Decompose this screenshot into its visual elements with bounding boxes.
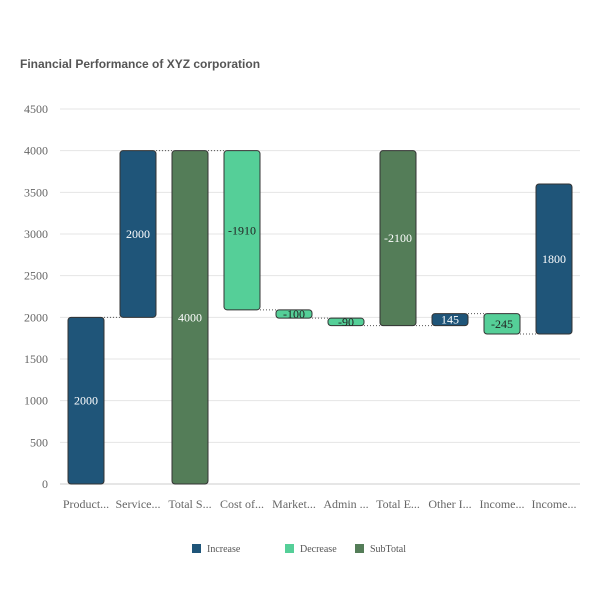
legend-label: Increase: [207, 544, 241, 555]
y-tick-label: 2000: [24, 310, 48, 324]
bar-decrease: [483, 313, 521, 335]
x-tick-label: Service...: [116, 497, 161, 511]
data-label: -90: [338, 315, 354, 329]
x-tick-label: Income...: [532, 497, 577, 511]
bar-decrease: [327, 317, 365, 327]
bar-subtotal: [379, 150, 417, 327]
legend-label: SubTotal: [370, 544, 406, 555]
y-tick-label: 4000: [24, 144, 48, 158]
x-tick-label: Product...: [63, 497, 109, 511]
bar-increase: [67, 316, 105, 485]
x-tick-label: Total S...: [168, 497, 211, 511]
bar-subtotal: [171, 150, 209, 485]
bar-increase: [119, 150, 157, 318]
data-label: 4000: [178, 310, 202, 324]
data-label: -100: [283, 307, 305, 321]
legend-label: Decrease: [300, 544, 337, 555]
data-label: 2000: [126, 227, 150, 241]
data-label: -2100: [384, 231, 412, 245]
data-label: 2000: [74, 394, 98, 408]
x-tick-label: Other I...: [428, 497, 471, 511]
x-tick-label: Cost of...: [220, 497, 264, 511]
bar-increase: [431, 313, 469, 327]
x-tick-label: Admin ...: [323, 497, 368, 511]
x-tick-label: Market...: [272, 497, 316, 511]
data-label: -245: [491, 317, 513, 331]
legend-swatch-decrease: [285, 544, 294, 553]
y-tick-label: 1500: [24, 352, 48, 366]
data-label: 145: [441, 313, 459, 327]
legend-swatch-increase: [192, 544, 201, 553]
x-tick-label: Total E...: [376, 497, 420, 511]
bar-decrease: [275, 309, 313, 319]
bar-increase: [535, 183, 573, 335]
y-tick-label: 4500: [24, 102, 48, 116]
data-label: 1800: [542, 252, 566, 266]
y-tick-label: 0: [42, 477, 48, 491]
x-tick-label: Income...: [480, 497, 525, 511]
chart-title: Financial Performance of XYZ corporation: [20, 57, 261, 71]
y-tick-label: 2500: [24, 269, 48, 283]
data-label: -1910: [228, 223, 256, 237]
y-tick-label: 1000: [24, 394, 48, 408]
y-tick-label: 3000: [24, 227, 48, 241]
y-tick-label: 3500: [24, 185, 48, 199]
y-tick-label: 500: [30, 435, 48, 449]
legend-swatch-subtotal: [355, 544, 364, 553]
bar-decrease: [223, 150, 261, 311]
